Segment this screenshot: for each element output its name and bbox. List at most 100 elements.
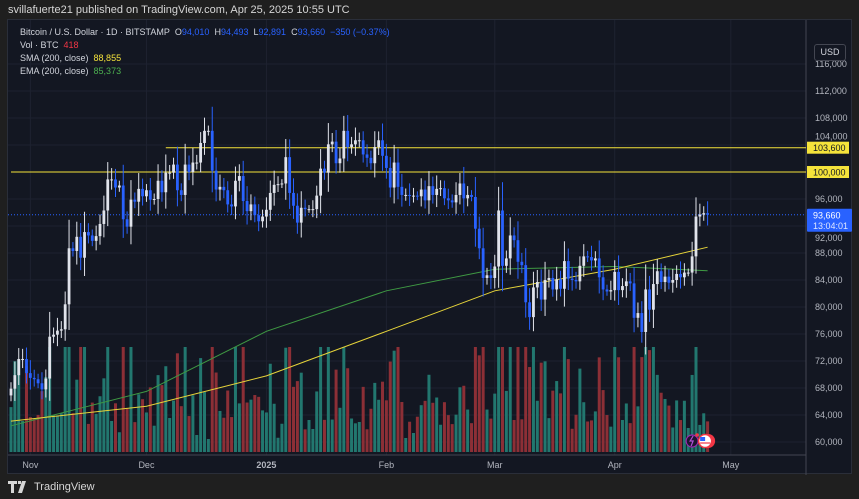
volume-bar [357, 422, 361, 452]
candle-body [307, 209, 311, 211]
candle-body [559, 279, 562, 289]
volume-legend[interactable]: Vol · BTC 418 [20, 40, 79, 50]
candle [516, 221, 520, 279]
volume-bar [175, 353, 179, 452]
volume-bar [675, 400, 679, 452]
candle-body [125, 219, 129, 227]
volume-bar [489, 418, 493, 452]
close-label: C [291, 27, 298, 37]
volume-bar [17, 359, 21, 452]
volume-bar [671, 427, 675, 452]
volume-bar [172, 400, 176, 452]
candle-body [644, 289, 648, 332]
ema-legend[interactable]: EMA (200, close) 85,373 [20, 66, 121, 76]
candle-body [431, 186, 435, 195]
candle-body [191, 162, 195, 172]
candle [396, 148, 400, 200]
volume-bar [179, 406, 183, 452]
volume-bar [353, 423, 357, 452]
high-label: H [214, 27, 221, 37]
candle [28, 360, 32, 390]
candle-body [539, 282, 543, 300]
volume-bar [98, 396, 102, 452]
volume-bar [67, 347, 71, 452]
candle [682, 263, 686, 286]
volume-bar [334, 369, 338, 452]
candle-body [396, 162, 400, 187]
candle-body [303, 207, 307, 210]
sma-label: SMA (200, close) [20, 53, 89, 63]
us-flag-event-icon[interactable] [697, 433, 716, 449]
candle-body [21, 358, 25, 360]
volume-bar [466, 409, 470, 452]
candle [249, 194, 253, 221]
chart-frame[interactable]: 116,000 112,000 108,000 104,000 96,000 92,000… [7, 19, 853, 475]
price-tick-label: 84,000 [815, 275, 843, 285]
candle [257, 204, 261, 232]
lightning-event-icon[interactable] [685, 433, 699, 448]
candle [110, 168, 114, 190]
candle-body [369, 157, 373, 164]
candle [117, 180, 121, 192]
candle-body [706, 213, 709, 215]
price-tick-label: 92,000 [815, 233, 843, 243]
price-tick-label: 116,000 [815, 59, 847, 69]
open-label: O [174, 27, 182, 37]
flag-canton [700, 437, 706, 441]
candle-body [114, 179, 117, 188]
volume-bar [574, 414, 578, 452]
candle-body [365, 154, 369, 158]
candle-body [295, 205, 299, 223]
candle-body [276, 184, 280, 186]
volume-bar [284, 347, 288, 452]
candle-body [241, 176, 245, 202]
candle-body [176, 164, 179, 191]
candle-body [547, 277, 551, 280]
volume-bar [516, 347, 520, 452]
candle [218, 174, 222, 201]
volume-bar [640, 357, 644, 452]
volume-bar [632, 347, 636, 452]
volume-bar [566, 359, 570, 452]
candle [94, 225, 98, 251]
candle-body [400, 186, 404, 195]
candle-body [675, 273, 679, 280]
volume-bar [628, 423, 632, 452]
volume-bar [55, 415, 59, 452]
sma-value: 88,855 [93, 53, 122, 63]
candle-body [384, 155, 388, 168]
candle [450, 194, 454, 208]
candle [295, 193, 299, 234]
volume-bar [40, 391, 44, 452]
candle-body [373, 147, 377, 164]
bar-countdown-label: 13:04:01 [813, 221, 848, 231]
candle [466, 186, 470, 207]
volume-bar [648, 350, 652, 452]
candle [551, 269, 555, 297]
footer-brand[interactable]: TradingView [8, 481, 95, 493]
candle-body [423, 189, 427, 201]
candle-body [350, 144, 353, 148]
price-tick-label: 112,000 [815, 86, 847, 96]
volume-bar [52, 415, 56, 452]
candle [284, 139, 288, 200]
candle [307, 205, 311, 213]
candle-body [671, 280, 675, 283]
volume-bar [32, 418, 36, 452]
candle [547, 269, 551, 288]
candle-body [555, 279, 559, 290]
volume-value: 418 [63, 40, 79, 50]
sma-legend[interactable]: SMA (200, close) 88,855 [20, 53, 121, 63]
level-price-tag [807, 166, 849, 178]
candle [90, 229, 94, 247]
candle [237, 164, 241, 192]
volume-bar [435, 397, 439, 452]
price-chart[interactable]: 116,000 112,000 108,000 104,000 96,000 92,000… [8, 20, 853, 475]
candle-body [566, 261, 570, 279]
published-caption: svillafuerte21 published on TradingView.… [8, 4, 350, 16]
candle [168, 164, 172, 180]
currency-button[interactable]: USD [814, 44, 846, 61]
volume-bar [667, 405, 671, 452]
candle [624, 268, 628, 298]
candle [578, 256, 582, 290]
